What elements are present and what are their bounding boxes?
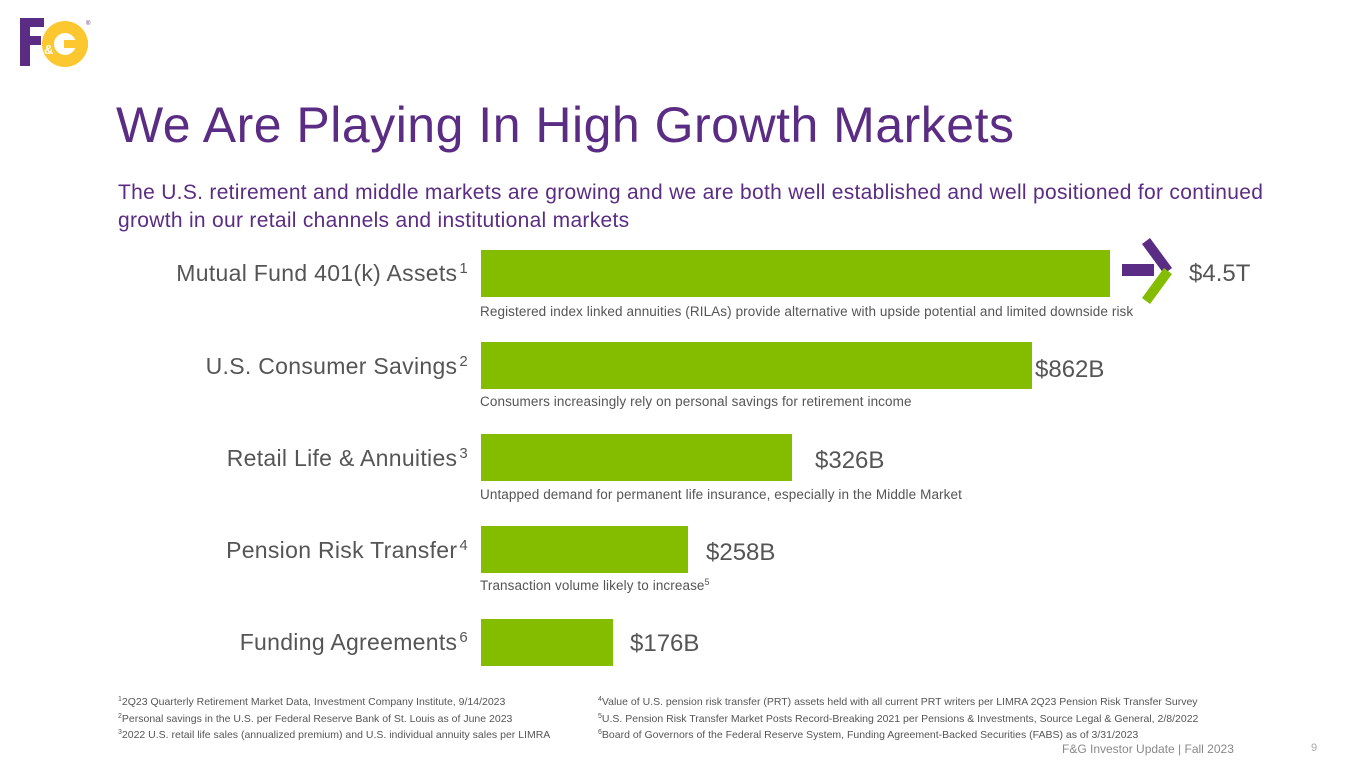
page-number: 9 bbox=[1311, 742, 1318, 754]
footnote: 6Board of Governors of the Federal Reser… bbox=[598, 729, 1139, 741]
page-title: We Are Playing In High Growth Markets bbox=[116, 97, 1015, 153]
category-label: Pension Risk Transfer 4 bbox=[226, 537, 468, 563]
footer-text: F&G Investor Update | Fall 2023 bbox=[1062, 742, 1234, 756]
value-label: $4.5T bbox=[1189, 260, 1251, 287]
value-label: $176B bbox=[630, 630, 700, 657]
footnote: 32022 U.S. retail life sales (annualized… bbox=[118, 729, 551, 741]
logo-ampersand: & bbox=[44, 42, 53, 57]
fg-logo: & ® bbox=[20, 18, 91, 67]
market-note: Transaction volume likely to increase5 bbox=[480, 577, 710, 593]
footnotes-left: 12Q23 Quarterly Retirement Market Data, … bbox=[118, 693, 550, 743]
footnote: 2Personal savings in the U.S. per Federa… bbox=[118, 712, 513, 725]
market-note: Registered index linked annuities (RILAs… bbox=[480, 304, 1134, 319]
category-label: U.S. Consumer Savings 2 bbox=[205, 353, 468, 379]
category-label: Retail Life & Annuities 3 bbox=[226, 445, 468, 471]
svg-text:®: ® bbox=[86, 20, 91, 27]
market-note: Untapped demand for permanent life insur… bbox=[480, 487, 962, 502]
bar bbox=[481, 342, 1032, 389]
footnote: 5U.S. Pension Risk Transfer Market Posts… bbox=[598, 712, 1199, 725]
page-subtitle: The U.S. retirement and middle markets a… bbox=[118, 181, 1264, 232]
footnote: 4Value of U.S. pension risk transfer (PR… bbox=[598, 696, 1198, 708]
footnotes-right: 4Value of U.S. pension risk transfer (PR… bbox=[598, 693, 1198, 743]
bar bbox=[481, 250, 1110, 297]
break-arrow-icon bbox=[1122, 238, 1172, 304]
category-label: Mutual Fund 401(k) Assets 1 bbox=[176, 260, 468, 286]
value-label: $326B bbox=[815, 447, 885, 474]
bar bbox=[481, 434, 792, 481]
bar bbox=[481, 526, 688, 573]
category-label: Funding Agreements 6 bbox=[239, 629, 468, 655]
value-label: $258B bbox=[706, 539, 776, 566]
bar bbox=[481, 619, 613, 666]
footnote: 12Q23 Quarterly Retirement Market Data, … bbox=[118, 696, 506, 708]
market-note: Consumers increasingly rely on personal … bbox=[480, 394, 912, 409]
value-label: $862B bbox=[1035, 356, 1105, 383]
